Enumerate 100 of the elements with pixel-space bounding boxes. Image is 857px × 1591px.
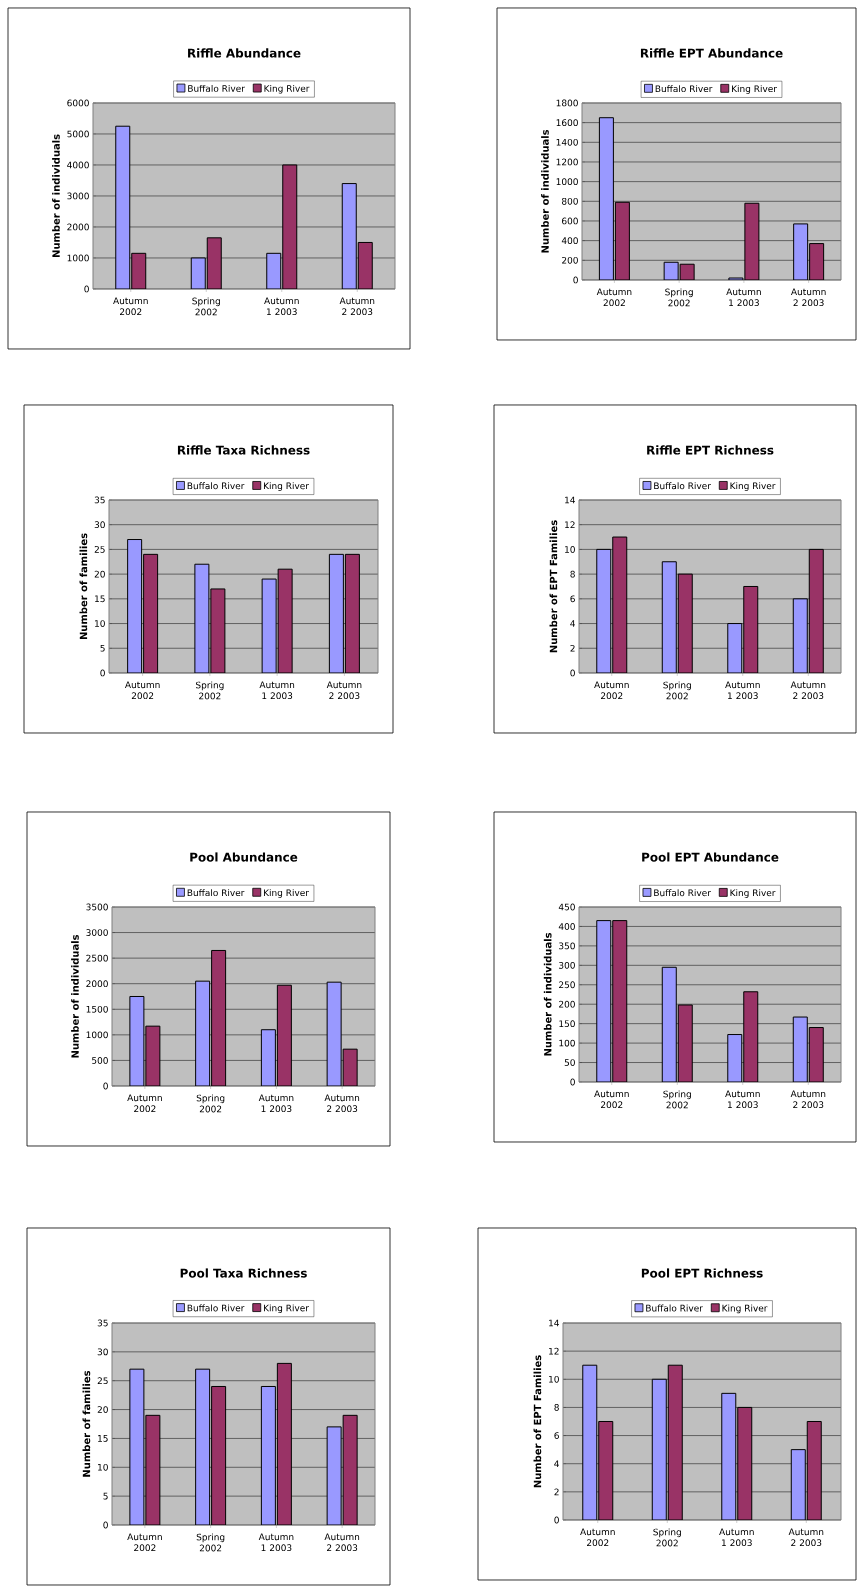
x-tick-label: Autumn 1 2003 [726, 288, 761, 307]
x-tick-label: Autumn 2002 [594, 1090, 629, 1109]
x-tick-label: Autumn 1 2003 [725, 1090, 760, 1109]
legend-label: King River [722, 1304, 768, 1314]
y-tick-label: 0 [103, 1082, 108, 1090]
chart-title: Pool EPT Richness [641, 1268, 763, 1278]
y-tick-label: 200 [562, 256, 578, 264]
chart-title: Pool Taxa Richness [180, 1268, 307, 1278]
x-tick-label: Autumn 2002 [127, 1533, 162, 1552]
y-axis-title: Number of individuals [71, 934, 79, 1058]
y-tick-label: 1000 [556, 178, 578, 186]
y-tick-label: 14 [565, 496, 575, 504]
y-tick-label: 150 [559, 1020, 575, 1028]
chart-title: Pool Abundance [190, 852, 298, 862]
y-tick-label: 3000 [86, 929, 108, 936]
x-tick-label: Autumn 1 2003 [258, 1094, 294, 1113]
y-tick-label: 350 [559, 942, 575, 950]
y-tick-label: 1800 [556, 99, 578, 107]
legend-label: King River [264, 889, 309, 898]
y-tick-label: 2000 [67, 223, 89, 231]
y-tick-label: 10 [549, 1375, 559, 1383]
x-tick-label: Autumn 2002 [127, 1094, 162, 1113]
y-tick-label: 2 [554, 1488, 559, 1496]
y-tick-label: 3500 [86, 903, 108, 911]
y-tick-label: 8 [570, 570, 575, 578]
y-tick-label: 10 [565, 546, 575, 553]
y-tick-label: 300 [559, 961, 575, 969]
x-tick-label: Spring 2002 [192, 297, 220, 316]
x-tick-label: Autumn 2002 [594, 681, 629, 700]
y-tick-label: 4 [554, 1460, 559, 1467]
legend-label: King River [264, 482, 309, 491]
y-tick-label: 400 [561, 237, 578, 245]
y-tick-label: 2500 [86, 954, 108, 962]
y-tick-label: 0 [570, 669, 575, 677]
y-tick-label: 30 [97, 1348, 108, 1356]
chart-title: Riffle Abundance [188, 48, 301, 58]
x-tick-label: Spring 2002 [196, 1094, 225, 1113]
y-tick-label: 30 [94, 521, 105, 529]
x-tick-label: Autumn 1 2003 [259, 681, 295, 700]
legend-label: King River [264, 1304, 309, 1314]
y-tick-label: 6000 [67, 99, 89, 107]
chart-title: Riffle EPT Richness [647, 445, 774, 455]
y-tick-label: 1200 [556, 158, 578, 166]
y-tick-label: 450 [558, 903, 575, 911]
y-tick-label: 100 [559, 1039, 575, 1047]
legend-label: Buffalo River [188, 84, 245, 92]
legend-label: Buffalo River [187, 1304, 245, 1312]
x-tick-label: Spring 2002 [665, 288, 693, 307]
legend-label: Buffalo River [654, 889, 711, 897]
y-tick-label: 0 [570, 1078, 575, 1086]
x-tick-label: Autumn 2 2003 [790, 1090, 826, 1109]
legend-label: King River [264, 84, 310, 94]
y-tick-label: 1500 [86, 1005, 108, 1013]
y-tick-label: 5000 [67, 130, 89, 138]
x-tick-label: Spring 2002 [663, 1090, 691, 1109]
x-tick-label: Autumn 2002 [124, 681, 160, 700]
y-tick-label: 1400 [556, 138, 578, 146]
y-axis-title: Number of individuals [543, 932, 552, 1056]
y-tick-label: 4 [570, 620, 575, 627]
y-axis-title: Number of families [79, 533, 88, 640]
y-tick-label: 25 [94, 546, 105, 553]
y-tick-label: 25 [97, 1377, 108, 1385]
y-tick-label: 35 [97, 1319, 108, 1327]
y-axis-title: Number of EPT Families [533, 1355, 542, 1488]
x-tick-label: Autumn 1 2003 [719, 1528, 754, 1547]
legend-label: Buffalo River [187, 889, 245, 897]
legend-label: Buffalo River [654, 482, 711, 490]
y-tick-label: 6 [554, 1432, 559, 1439]
y-tick-label: 500 [92, 1057, 108, 1064]
x-tick-label: Autumn 1 2003 [725, 681, 760, 700]
chart-title: Riffle Taxa Richness [177, 445, 310, 455]
y-tick-label: 5 [103, 1492, 108, 1500]
y-tick-label: 20 [97, 1406, 108, 1413]
y-tick-label: 10 [98, 1463, 108, 1471]
y-tick-label: 35 [94, 496, 105, 504]
y-tick-label: 600 [562, 217, 578, 225]
x-tick-label: Autumn 2 2003 [790, 681, 826, 700]
x-tick-label: Spring 2002 [663, 681, 691, 700]
y-tick-label: 5 [100, 644, 105, 652]
y-tick-label: 800 [561, 197, 578, 205]
legend-label: King River [730, 889, 776, 898]
y-tick-label: 15 [98, 1435, 108, 1442]
y-tick-label: 12 [565, 521, 575, 529]
y-axis-title: Number of families [82, 1370, 91, 1477]
y-tick-label: 1000 [86, 1031, 108, 1039]
y-tick-label: 0 [554, 1516, 559, 1524]
y-tick-label: 400 [558, 923, 575, 930]
y-tick-label: 1000 [67, 254, 89, 262]
y-tick-label: 0 [573, 276, 578, 284]
x-tick-label: Autumn 2 2003 [339, 297, 375, 316]
y-tick-label: 250 [559, 981, 575, 989]
y-tick-label: 6 [570, 595, 575, 603]
x-tick-label: Autumn 2002 [596, 288, 632, 307]
x-tick-label: Autumn 2 2003 [326, 681, 362, 700]
legend-label: Buffalo River [655, 85, 713, 93]
y-axis-title: Number of individuals [52, 134, 60, 258]
legend-label: King River [732, 85, 777, 94]
y-tick-label: 10 [95, 620, 105, 627]
x-tick-label: Autumn 2 2003 [788, 1528, 824, 1547]
x-tick-label: Autumn 1 2003 [264, 297, 299, 316]
